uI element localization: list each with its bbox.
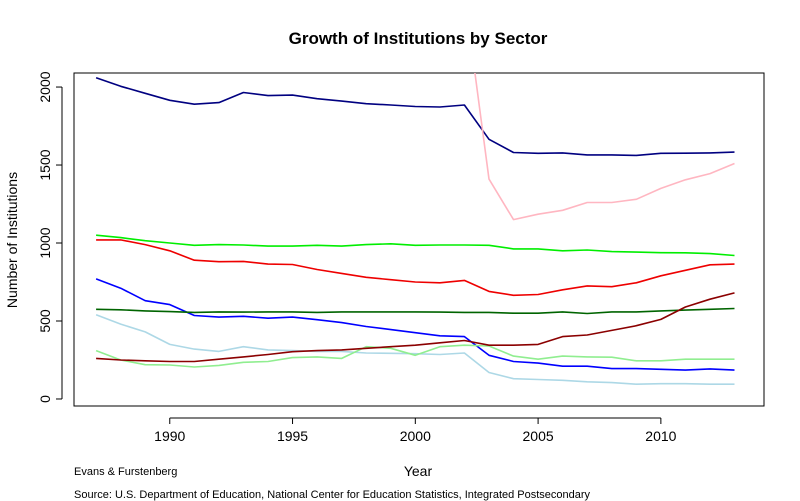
y-tick-label: 1500 [37,149,53,180]
y-tick-label: 1000 [37,227,53,258]
series-line-5 [95,278,735,371]
series-line-4 [96,239,735,297]
y-tick-label: 2000 [37,71,53,102]
plot-frame [73,72,765,407]
y-axis-label: Number of Institutions [4,172,20,308]
series-line-6 [96,307,735,315]
y-tick-label: 0 [37,395,53,403]
series-group [95,73,735,385]
x-axis: 1990 1995 2000 2005 2010 [154,417,677,444]
series-line-1 [95,76,735,157]
credit-note: Evans & Furstenberg [74,466,178,478]
x-tick-label: 2000 [400,428,431,444]
x-tick-label: 1995 [277,428,308,444]
x-tick-label: 2010 [645,428,676,444]
series-line-7 [95,314,735,385]
x-tick-label: 2005 [523,428,554,444]
series-line-3 [96,234,735,257]
series-line-9 [96,292,735,363]
y-axis: 0 500 1000 1500 2000 [37,71,63,403]
series-line-2 [474,73,735,221]
x-axis-label: Year [404,463,433,479]
series-line-8 [95,344,735,368]
y-tick-label: 500 [37,309,53,333]
chart-title: Growth of Institutions by Sector [289,29,548,48]
source-note: Source: U.S. Department of Education, Na… [74,489,591,501]
x-tick-label: 1990 [154,428,185,444]
